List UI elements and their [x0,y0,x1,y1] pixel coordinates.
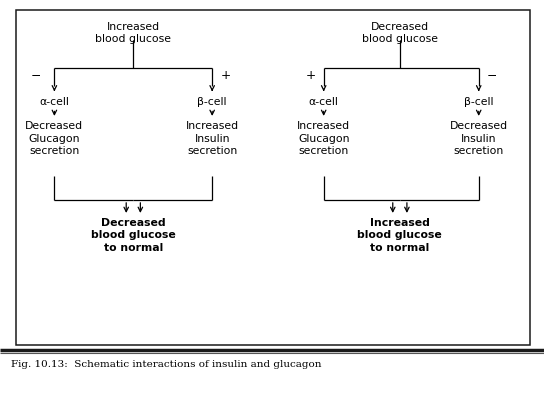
Text: Decreased
blood glucose
to normal: Decreased blood glucose to normal [91,218,176,253]
Text: Fig. 10.13:  Schematic interactions of insulin and glucagon: Fig. 10.13: Schematic interactions of in… [11,360,322,369]
Text: β-cell: β-cell [464,97,493,107]
Text: Increased
blood glucose: Increased blood glucose [95,22,171,44]
Text: +: + [220,69,231,82]
Text: α-cell: α-cell [40,97,69,107]
Text: α-cell: α-cell [309,97,338,107]
Text: Increased
blood glucose
to normal: Increased blood glucose to normal [357,218,442,253]
Text: Increased
Glucagon
secretion: Increased Glucagon secretion [297,121,350,156]
Text: +: + [305,69,316,82]
Text: Decreased
blood glucose: Decreased blood glucose [362,22,438,44]
Text: Decreased
Glucagon
secretion: Decreased Glucagon secretion [26,121,83,156]
Bar [16,10,530,345]
Text: β-cell: β-cell [197,97,227,107]
Text: Decreased
Insulin
secretion: Decreased Insulin secretion [450,121,508,156]
Text: Increased
Insulin
secretion: Increased Insulin secretion [186,121,239,156]
Text: −: − [487,69,497,82]
Text: −: − [30,69,41,82]
